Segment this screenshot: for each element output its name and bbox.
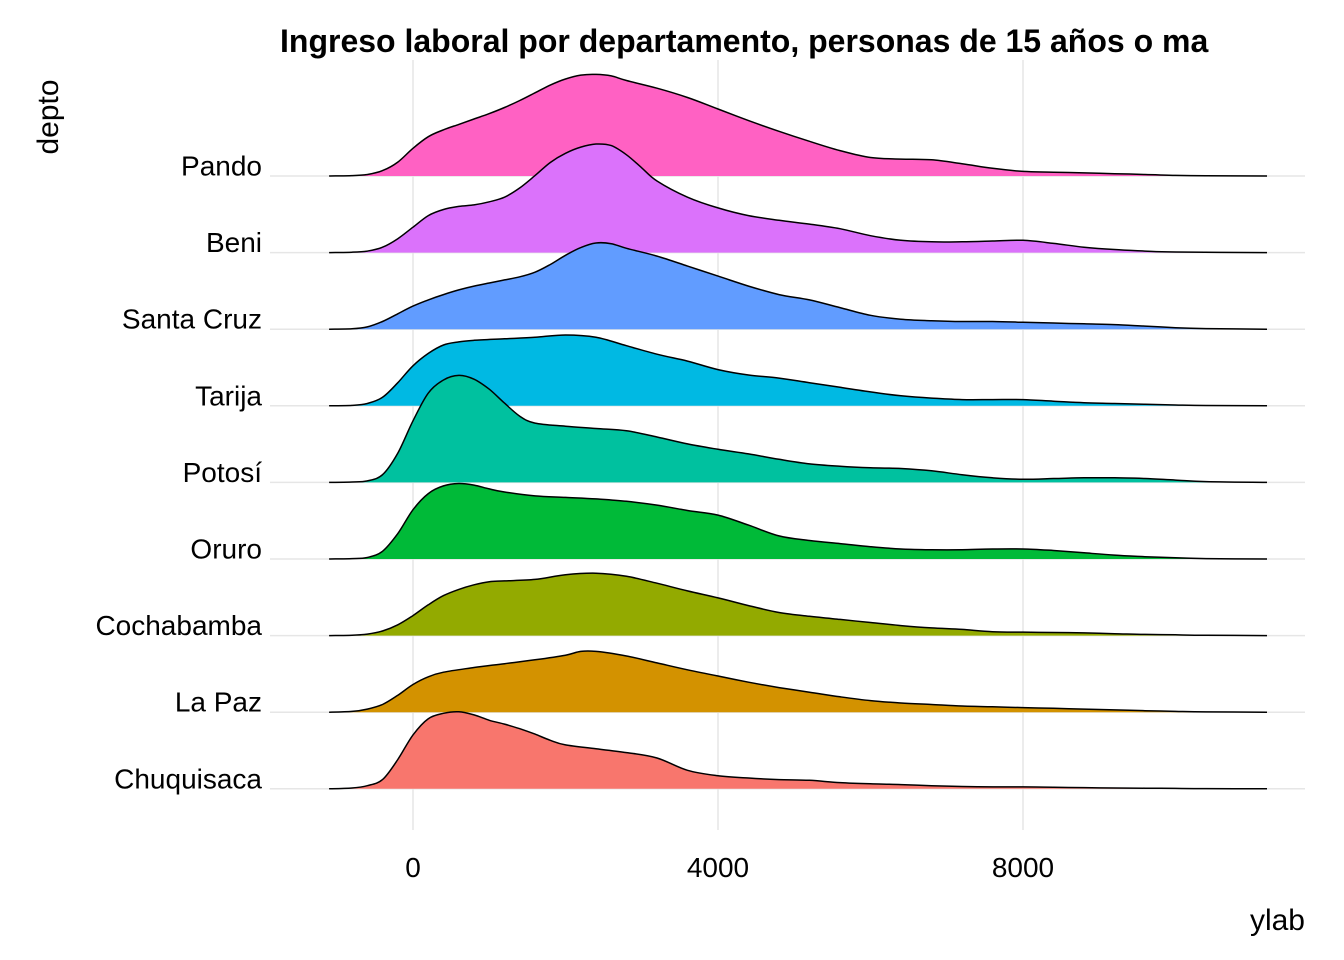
ridge-fill-potosi [329,375,1268,483]
ridge-outline-cochabamba [329,572,1268,637]
x-tick-labels: 0 4000 8000 [405,852,1054,883]
x-axis-title: ylab [1250,904,1305,937]
y-tick-labels: Chuquisaca La Paz Cochabamba Oruro Potosí Tar… [95,151,262,795]
ridge-outline-beni [329,143,1268,254]
y-tick-label-6: Santa Cruz [122,304,262,335]
ridge-fill-beni [329,143,1268,253]
ridge-fill-cochabamba [329,573,1268,636]
ridge-outline-pando [329,73,1268,177]
ridge-fill-pando [329,74,1268,176]
ridge-fill-oruro [329,483,1268,559]
ridge-fill-santa-cruz [329,242,1268,330]
x-tick-label-0: 0 [405,852,421,883]
y-tick-label-2: Cochabamba [95,610,262,641]
y-tick-label-5: Tarija [195,380,262,411]
y-tick-label-0: Chuquisaca [114,763,262,794]
y-axis-title: depto [32,79,65,154]
y-tick-label-1: La Paz [175,687,262,718]
ridge-fill-tarija [329,335,1268,406]
ridges [329,73,1268,790]
ridge-fill-la-paz [329,650,1268,713]
ridge-fill-chuquisaca [329,711,1268,789]
ridge-outline-tarija [329,334,1268,407]
y-tick-label-4: Potosí [183,457,263,488]
x-tick-label-2: 8000 [992,852,1054,883]
ridge-outline-la-paz [329,650,1268,713]
ridge-outline-santa-cruz [329,241,1268,330]
ridge-outline-potosi [329,374,1268,484]
ridge-outline-chuquisaca [329,710,1268,790]
x-tick-label-1: 4000 [687,852,749,883]
chart-title: Ingreso laboral por departamento, person… [280,23,1208,59]
y-tick-label-8: Pando [181,151,262,182]
y-tick-label-3: Oruro [190,534,262,565]
ridge-outline-oruro [329,482,1268,560]
y-tick-label-7: Beni [206,227,262,258]
